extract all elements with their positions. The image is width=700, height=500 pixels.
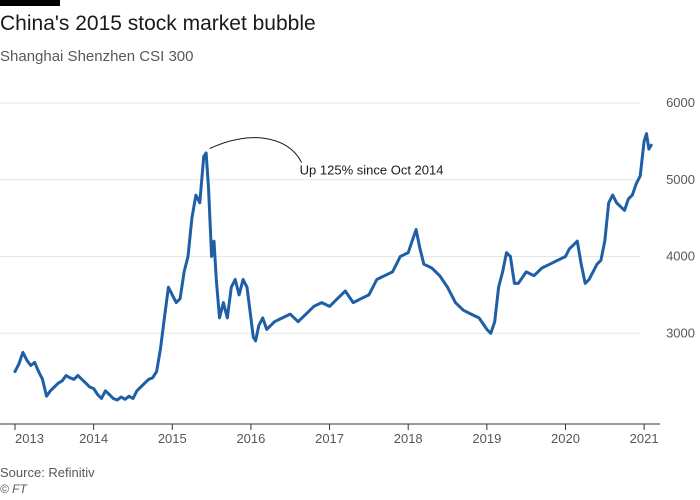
y-axis-ticks: 3000 4000 5000 6000 xyxy=(666,95,695,340)
x-tick-label-2015: 2015 xyxy=(158,431,187,446)
annotation-label: Up 125% since Oct 2014 xyxy=(300,163,444,178)
x-tick-label-2021: 2021 xyxy=(630,431,659,446)
chart-subtitle: Shanghai Shenzhen CSI 300 xyxy=(0,48,194,65)
x-tick-label-2020: 2020 xyxy=(551,431,580,446)
x-tick-label-2016: 2016 xyxy=(236,431,265,446)
x-tick-label-2014: 2014 xyxy=(79,431,108,446)
chart-title: China's 2015 stock market bubble xyxy=(0,12,316,35)
x-tick-label-2013: 2013 xyxy=(15,431,44,446)
annotation-connector xyxy=(209,137,303,163)
x-tick-label-2019: 2019 xyxy=(472,431,501,446)
y-tick-label-4000: 4000 xyxy=(666,249,695,264)
y-tick-label-6000: 6000 xyxy=(666,95,695,110)
x-tick-label-2017: 2017 xyxy=(315,431,344,446)
credit-note: © FT xyxy=(0,482,27,496)
y-tick-label-5000: 5000 xyxy=(666,172,695,187)
y-tick-label-3000: 3000 xyxy=(666,325,695,340)
x-tick-label-2018: 2018 xyxy=(394,431,423,446)
source-note: Source: Refinitiv xyxy=(0,465,95,480)
title-bar-accent xyxy=(0,0,60,6)
gridlines xyxy=(0,102,640,334)
x-axis-ticks: 2013 2014 2015 2016 2017 2018 2019 2020 2021 xyxy=(14,424,659,446)
series-line-csi300 xyxy=(13,132,653,402)
